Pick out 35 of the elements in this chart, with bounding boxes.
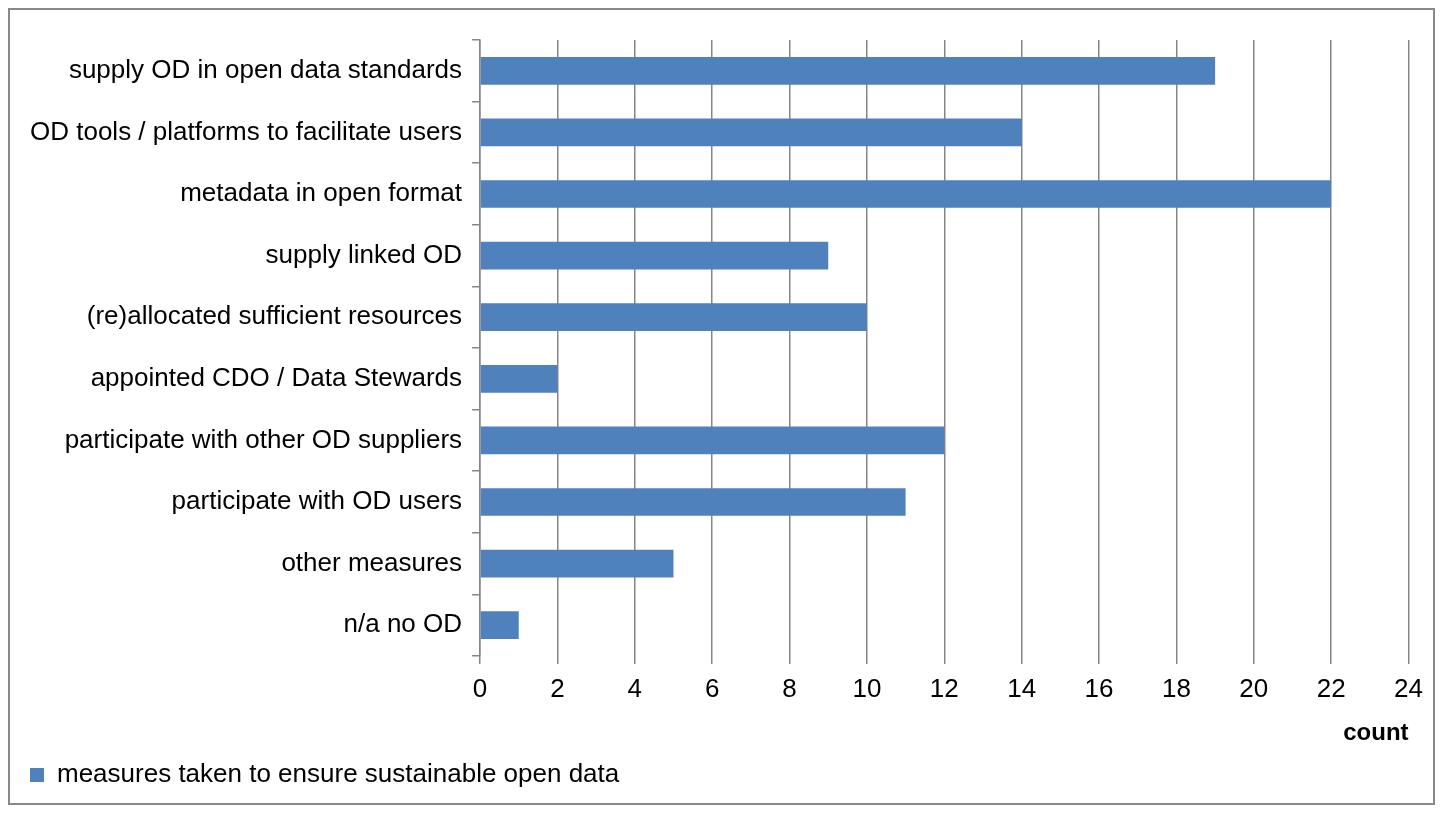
bar	[480, 241, 829, 270]
x-tick-label: 0	[472, 672, 488, 703]
legend-label: measures taken to ensure sustainable open data	[57, 758, 620, 789]
x-tick-label: 16	[1084, 672, 1114, 703]
bar	[480, 180, 1332, 208]
y-tick-label: participate with OD users	[171, 485, 463, 516]
x-tick-label: 12	[929, 672, 959, 703]
x-tick-label: 2	[550, 672, 565, 703]
y-tick-label: supply linked OD	[265, 238, 463, 269]
x-tick-label: 4	[627, 672, 643, 703]
x-axis-title: count	[1343, 718, 1409, 746]
x-tick-label: 24	[1394, 672, 1423, 703]
bar	[480, 488, 906, 516]
x-tick-label: 14	[1007, 672, 1037, 703]
y-tick-label: appointed CDO / Data Stewards	[90, 361, 463, 392]
y-tick-label: supply OD in open data standards	[68, 53, 463, 84]
x-tick-label: 18	[1161, 672, 1191, 703]
y-tick-label: other measures	[281, 546, 463, 577]
y-tick-label: metadata in open format	[180, 177, 463, 208]
y-tick-label: participate with other OD suppliers	[64, 423, 463, 454]
bar	[480, 611, 519, 640]
x-tick-label: 20	[1239, 672, 1269, 703]
x-tick-label: 22	[1316, 672, 1346, 703]
y-tick-label: OD tools / platforms to facilitate users	[30, 115, 463, 146]
bar	[480, 56, 1216, 85]
bar	[480, 118, 1022, 147]
y-tick-label: (re)allocated sufficient resources	[86, 300, 463, 331]
y-tick-label: n/a no OD	[343, 608, 463, 639]
x-tick-label: 8	[782, 672, 797, 703]
x-tick-label: 6	[704, 672, 720, 703]
bar	[480, 364, 558, 393]
bar	[480, 303, 867, 332]
x-tick-label: 10	[852, 672, 882, 703]
bar	[480, 426, 945, 455]
bar	[480, 549, 674, 578]
